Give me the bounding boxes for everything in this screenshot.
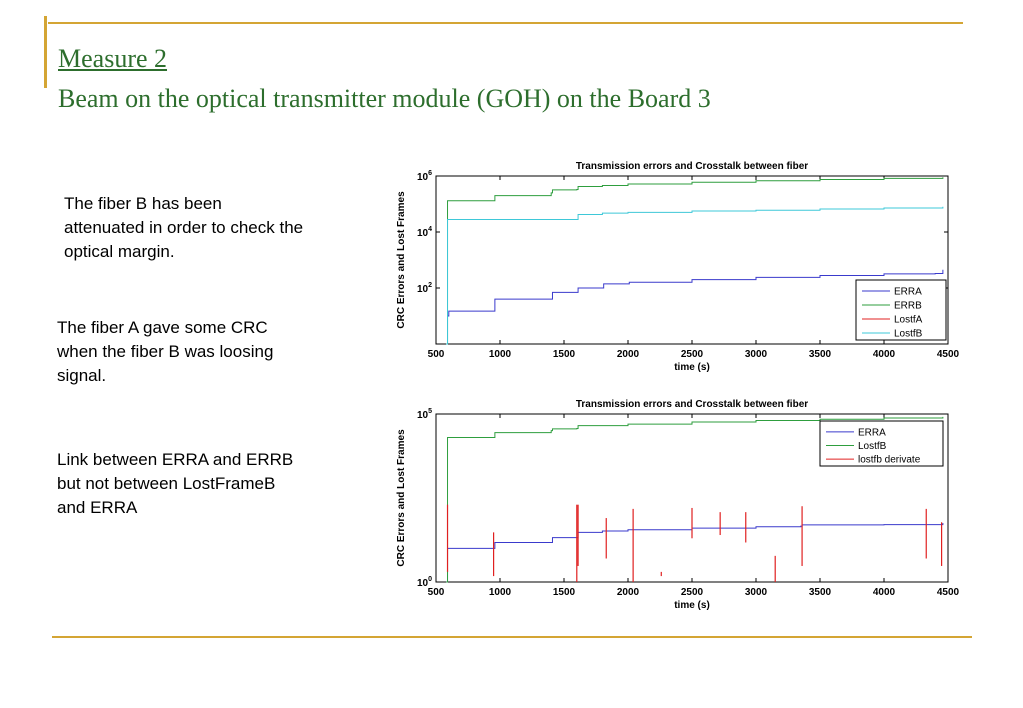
y-tick-base: 10 bbox=[417, 578, 429, 589]
x-tick-label: 1000 bbox=[489, 349, 512, 360]
legend-label: ERRB bbox=[894, 301, 922, 312]
y-tick-exponent: 6 bbox=[428, 170, 432, 177]
x-axis-label: time (s) bbox=[674, 600, 710, 611]
y-tick-label: 102 bbox=[417, 282, 432, 295]
x-tick-label: 4500 bbox=[937, 349, 960, 360]
y-tick-exponent: 2 bbox=[428, 282, 432, 289]
x-tick-label: 4000 bbox=[873, 587, 896, 598]
paragraph-fiber-a: The fiber A gave some CRC when the fiber… bbox=[57, 318, 274, 385]
legend-label: LostfB bbox=[894, 329, 923, 340]
x-tick-label: 500 bbox=[428, 349, 445, 360]
left-accent-bar bbox=[44, 16, 47, 88]
paragraph-fiber-b: The fiber B has been attenuated in order… bbox=[64, 194, 304, 261]
y-tick-base: 10 bbox=[417, 284, 429, 295]
x-tick-label: 4000 bbox=[873, 349, 896, 360]
x-tick-label: 3500 bbox=[809, 587, 832, 598]
legend-box bbox=[855, 279, 947, 341]
series-line-errb bbox=[446, 177, 944, 345]
x-tick-label: 500 bbox=[428, 587, 445, 598]
y-tick-base: 10 bbox=[417, 410, 429, 421]
y-tick-label: 105 bbox=[417, 408, 432, 421]
y-axis-label: CRC Errors and Lost Frames bbox=[396, 191, 407, 329]
y-tick-exponent: 0 bbox=[428, 576, 432, 583]
chart-top: Transmission errors and Crosstalk betwee… bbox=[396, 161, 960, 373]
x-tick-label: 2000 bbox=[617, 349, 640, 360]
y-tick-label: 100 bbox=[417, 576, 432, 589]
x-tick-label: 3000 bbox=[745, 587, 768, 598]
x-tick-label: 3500 bbox=[809, 349, 832, 360]
y-tick-label: 106 bbox=[417, 170, 432, 183]
series-line-lostfb bbox=[446, 206, 944, 345]
bottom-rule bbox=[52, 636, 972, 638]
y-tick-exponent: 5 bbox=[428, 408, 432, 415]
legend-label: lostfb derivate bbox=[858, 455, 921, 466]
y-axis-label: CRC Errors and Lost Frames bbox=[396, 429, 407, 567]
legend-box bbox=[819, 420, 944, 467]
slide-subtitle: Beam on the optical transmitter module (… bbox=[58, 84, 711, 113]
chart-title: Transmission errors and Crosstalk betwee… bbox=[576, 161, 808, 172]
chart-title: Transmission errors and Crosstalk betwee… bbox=[576, 399, 808, 410]
x-tick-label: 1500 bbox=[553, 349, 576, 360]
series-line-lostfb bbox=[446, 416, 944, 583]
y-tick-base: 10 bbox=[417, 172, 429, 183]
legend-label: ERRA bbox=[894, 287, 922, 298]
series-line-erra bbox=[446, 269, 944, 345]
legend-label: ERRA bbox=[858, 427, 886, 438]
x-tick-label: 1000 bbox=[489, 587, 512, 598]
top-rule bbox=[48, 22, 963, 24]
x-tick-label: 1500 bbox=[553, 587, 576, 598]
legend-label: LostfA bbox=[894, 315, 923, 326]
x-tick-label: 3000 bbox=[745, 349, 768, 360]
y-tick-base: 10 bbox=[417, 228, 429, 239]
legend-label: LostfB bbox=[858, 441, 887, 452]
x-tick-label: 2000 bbox=[617, 587, 640, 598]
chart-bottom: Transmission errors and Crosstalk betwee… bbox=[396, 399, 960, 611]
x-tick-label: 2500 bbox=[681, 349, 704, 360]
slide-title: Measure 2 bbox=[58, 44, 168, 73]
y-tick-exponent: 4 bbox=[428, 226, 432, 233]
x-axis-label: time (s) bbox=[674, 362, 710, 373]
x-tick-label: 2500 bbox=[681, 587, 704, 598]
paragraph-link: Link between ERRA and ERRB but not betwe… bbox=[57, 450, 294, 517]
x-tick-label: 4500 bbox=[937, 587, 960, 598]
y-tick-label: 104 bbox=[417, 226, 432, 239]
